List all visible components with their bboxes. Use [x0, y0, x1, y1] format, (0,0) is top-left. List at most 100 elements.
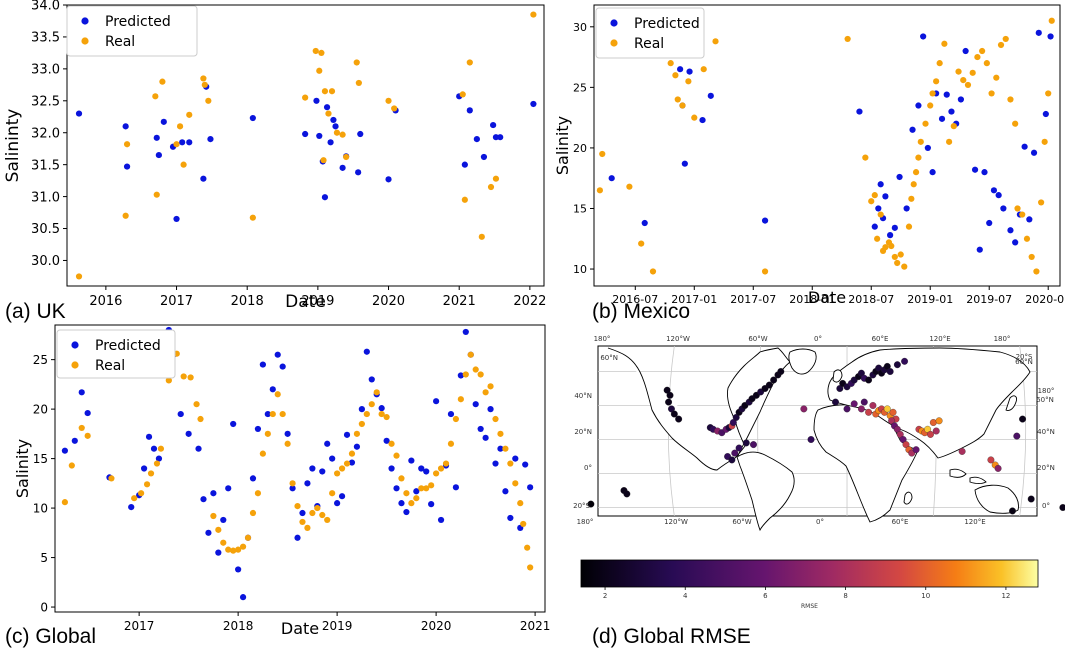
real-point [1028, 253, 1035, 261]
real-point [459, 91, 466, 98]
predicted-point [677, 66, 684, 73]
real-point [712, 38, 719, 45]
real-point [936, 60, 943, 67]
real-point [1041, 138, 1048, 145]
station-point [1009, 507, 1016, 515]
real-point [929, 90, 936, 97]
y-tick-label: 20 [33, 402, 48, 416]
x-tick-label: 2018-07 [848, 293, 894, 306]
real-point [638, 240, 645, 247]
predicted-point [971, 166, 979, 173]
station-point [886, 368, 894, 375]
real-point [868, 198, 875, 205]
real-point [210, 512, 217, 520]
station-point [742, 439, 750, 447]
real-point [408, 500, 415, 507]
real-point [78, 424, 85, 432]
real-point [368, 401, 375, 408]
y-tick-label: 32.5 [31, 94, 60, 109]
station-point [857, 405, 865, 413]
predicted-point [408, 457, 415, 464]
graticule-label: 60°E [892, 518, 909, 526]
real-point [193, 401, 200, 408]
real-point [997, 41, 1005, 49]
station-point [670, 410, 678, 418]
real-point [910, 181, 917, 188]
real-point [274, 391, 281, 398]
x-tick-label: 2018-01 [789, 293, 835, 306]
y-tick-label: 31.0 [31, 190, 60, 205]
predicted-point [200, 175, 207, 182]
real-point [478, 233, 485, 240]
graticule-label: 180° [994, 335, 1011, 343]
graticule-label: 40°N [1037, 428, 1055, 436]
y-tick-label: 32.0 [31, 126, 60, 141]
real-point [355, 79, 362, 87]
real-point [388, 440, 395, 447]
predicted-point [355, 169, 362, 176]
x-axis-label: Date [285, 292, 326, 312]
real-point [922, 120, 929, 127]
panel-global: (c) Global 2017 2018 2019 2020 2021 0 5 10 15 20 2… [5, 324, 551, 648]
real-point [180, 373, 187, 380]
legend-label: Predicted [634, 16, 700, 32]
y-tick-label: 25 [573, 81, 587, 94]
graticule-label: 60°N [1036, 396, 1054, 404]
x-tick-label: 2022 [513, 294, 546, 309]
real-point [979, 47, 986, 55]
predicted-point [339, 164, 346, 171]
real-point [691, 114, 698, 121]
predicted-point [995, 192, 1002, 199]
graticule-label: 60°N [600, 354, 618, 362]
real-point [131, 495, 138, 502]
predicted-point [321, 194, 329, 201]
x-tick-label: 2017-07 [730, 293, 776, 306]
real-point [1012, 120, 1019, 127]
predicted-point [487, 406, 494, 413]
real-point [353, 59, 360, 66]
predicted-point [75, 110, 83, 117]
graticule-label: 0° [814, 335, 822, 343]
station-point [800, 405, 808, 413]
real-point [442, 460, 450, 467]
land-australia [974, 484, 1019, 514]
real-point [373, 389, 380, 396]
real-point [403, 490, 410, 497]
predicted-point [457, 372, 464, 379]
predicted-point [324, 440, 331, 447]
station-point [958, 447, 966, 455]
predicted-point [920, 33, 927, 40]
predicted-point [462, 328, 469, 336]
predicted-point [943, 91, 950, 98]
x-tick-label: 2016 [89, 294, 122, 309]
graticule-label: 0° [816, 518, 824, 526]
real-point [915, 154, 922, 161]
real-point [235, 546, 242, 553]
x-tick-label: 2021 [520, 619, 551, 633]
y-tick-label: 15 [573, 202, 587, 215]
predicted-point [490, 121, 497, 129]
real-point [123, 141, 131, 148]
predicted-point [447, 410, 455, 418]
real-point [383, 413, 390, 421]
predicted-point [641, 219, 648, 227]
station-point [1019, 415, 1027, 423]
predicted-point [981, 169, 988, 176]
predicted-point [466, 107, 473, 114]
y-tick-label: 10 [33, 501, 48, 515]
real-point [844, 35, 851, 43]
graticule-label: 60°W [748, 335, 767, 343]
real-point [333, 129, 341, 136]
predicted-point [962, 47, 969, 55]
x-tick-label: 2018 [231, 294, 264, 309]
legend-label: Predicted [95, 338, 161, 354]
colorbar-tick-label: 4 [683, 592, 688, 600]
legend: Predicted Real [595, 7, 705, 59]
real-point [269, 410, 276, 418]
real-point [964, 81, 972, 89]
graticule-label: 60°W [732, 518, 751, 526]
real-point [472, 366, 479, 373]
predicted-point [186, 139, 193, 146]
predicted-point [472, 401, 479, 408]
real-point [871, 192, 878, 199]
